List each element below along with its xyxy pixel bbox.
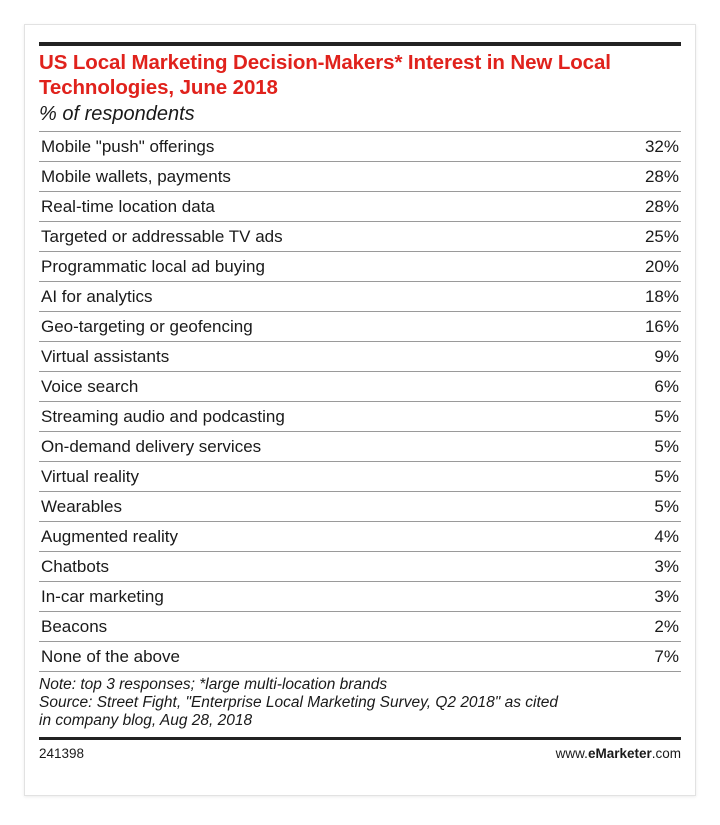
row-label: Mobile "push" offerings — [41, 136, 215, 156]
brand-prefix: www. — [555, 746, 588, 761]
chart-note: Note: top 3 responses; *large multi-loca… — [39, 676, 681, 730]
row-value: 4% — [654, 526, 679, 546]
footer-rule — [39, 737, 681, 740]
table-row: Augmented reality 4% — [39, 522, 681, 552]
table-row: AI for analytics 18% — [39, 282, 681, 312]
row-label: Virtual reality — [41, 466, 139, 486]
row-value: 5% — [654, 406, 679, 426]
chart-id: 241398 — [39, 746, 85, 761]
note-line: Note: top 3 responses; *large multi-loca… — [39, 676, 388, 693]
table-row: None of the above 7% — [39, 642, 681, 672]
row-value: 5% — [654, 466, 679, 486]
row-value: 28% — [644, 166, 679, 186]
brand-link[interactable]: www.eMarketer.com — [556, 746, 681, 761]
table-row: Chatbots 3% — [39, 552, 681, 582]
row-value: 7% — [654, 646, 679, 666]
table-row: Streaming audio and podcasting 5% — [39, 402, 681, 432]
table-row: Virtual assistants 9% — [39, 342, 681, 372]
row-label: Wearables — [41, 496, 122, 516]
row-label: Real-time location data — [41, 196, 215, 216]
row-label: Beacons — [41, 616, 108, 636]
row-value: 20% — [644, 256, 679, 276]
row-value: 6% — [654, 376, 679, 396]
row-label: None of the above — [41, 646, 180, 666]
row-value: 16% — [644, 316, 679, 336]
row-label: Mobile wallets, payments — [41, 166, 231, 186]
brand-e: e — [587, 746, 596, 761]
brand-suffix: .com — [651, 746, 681, 761]
chart-footer: 241398 www.eMarketer.com — [39, 746, 681, 761]
row-value: 5% — [654, 496, 679, 516]
row-label: Virtual assistants — [41, 346, 170, 366]
source-line-continued: in company blog, Aug 28, 2018 — [39, 712, 253, 729]
table-row: Real-time location data 28% — [39, 192, 681, 222]
row-value: 28% — [644, 196, 679, 216]
table-row: Mobile "push" offerings 32% — [39, 132, 681, 162]
source-line: Source: Street Fight, "Enterprise Local … — [39, 694, 559, 711]
table-row: Voice search 6% — [39, 372, 681, 402]
row-label: Streaming audio and podcasting — [41, 406, 285, 426]
row-label: On-demand delivery services — [41, 436, 262, 456]
table-row: Geo-targeting or geofencing 16% — [39, 312, 681, 342]
row-value: 18% — [644, 286, 679, 306]
table-row: Mobile wallets, payments 28% — [39, 162, 681, 192]
row-value: 3% — [654, 586, 679, 606]
row-label: Targeted or addressable TV ads — [41, 226, 283, 246]
row-label: In-car marketing — [41, 586, 164, 606]
row-label: Chatbots — [41, 556, 110, 576]
row-label: AI for analytics — [41, 286, 153, 306]
table-row: On-demand delivery services 5% — [39, 432, 681, 462]
row-label: Geo-targeting or geofencing — [41, 316, 253, 336]
row-value: 32% — [644, 136, 679, 156]
row-label: Augmented reality — [41, 526, 179, 546]
row-value: 25% — [644, 226, 679, 246]
chart-subtitle: % of respondents — [39, 103, 195, 125]
table-row: Beacons 2% — [39, 612, 681, 642]
chart-card: US Local Marketing Decision-Makers* Inte… — [24, 24, 696, 796]
row-label: Programmatic local ad buying — [41, 256, 265, 276]
row-value: 9% — [654, 346, 679, 366]
chart-title: US Local Marketing Decision-Makers* Inte… — [39, 51, 611, 99]
table-row: Programmatic local ad buying 20% — [39, 252, 681, 282]
row-value: 5% — [654, 436, 679, 456]
row-label: Voice search — [41, 376, 139, 396]
data-table: Mobile "push" offerings 32% Mobile wallets… — [39, 131, 681, 672]
table-row: Wearables 5% — [39, 492, 681, 522]
table-row: In-car marketing 3% — [39, 582, 681, 612]
top-rule — [39, 42, 681, 46]
table-row: Virtual reality 5% — [39, 462, 681, 492]
table-row: Targeted or addressable TV ads 25% — [39, 222, 681, 252]
brand-name: Marketer — [595, 746, 652, 761]
row-value: 3% — [654, 556, 679, 576]
row-value: 2% — [654, 616, 679, 636]
chart-content: US Local Marketing Decision-Makers* Inte… — [39, 42, 681, 761]
